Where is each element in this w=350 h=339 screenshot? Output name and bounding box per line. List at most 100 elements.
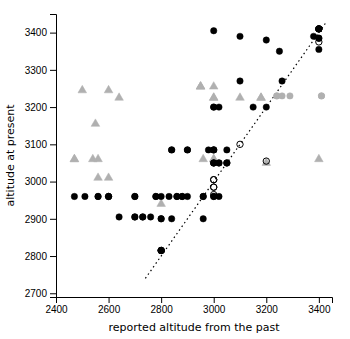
tick-label: 3000 bbox=[203, 304, 226, 315]
chart: 2400260028003000320034002700280029003000… bbox=[0, 0, 350, 339]
point bbox=[316, 35, 322, 41]
point bbox=[263, 104, 269, 110]
point bbox=[132, 214, 138, 220]
series bbox=[70, 82, 323, 207]
tick: 3000 bbox=[203, 297, 226, 315]
point bbox=[200, 216, 206, 222]
tick: 3200 bbox=[25, 102, 56, 113]
point bbox=[95, 193, 101, 199]
point bbox=[158, 216, 164, 222]
tick: 2900 bbox=[25, 214, 56, 225]
point bbox=[147, 214, 153, 220]
point bbox=[95, 193, 101, 199]
tick-mark bbox=[50, 70, 56, 71]
point bbox=[250, 104, 256, 110]
point bbox=[211, 28, 217, 34]
point bbox=[237, 78, 243, 84]
point bbox=[279, 78, 285, 84]
point bbox=[287, 93, 293, 99]
point bbox=[263, 158, 269, 164]
point bbox=[184, 147, 190, 153]
axis-line bbox=[50, 15, 57, 298]
tick-mark bbox=[50, 219, 56, 220]
point bbox=[91, 119, 100, 126]
point bbox=[70, 154, 79, 161]
point bbox=[276, 48, 282, 54]
x-axis-label: reported altitude from the past bbox=[109, 321, 281, 334]
point bbox=[94, 154, 103, 161]
point bbox=[224, 160, 230, 166]
tick-label: 2800 bbox=[151, 304, 174, 315]
tick-mark bbox=[266, 297, 267, 303]
tick-mark bbox=[214, 297, 215, 303]
point bbox=[105, 193, 111, 199]
point bbox=[132, 214, 138, 220]
point bbox=[316, 26, 322, 32]
tick-mark bbox=[50, 144, 56, 145]
point bbox=[82, 193, 88, 199]
point bbox=[105, 193, 111, 199]
point bbox=[263, 37, 269, 43]
tick-label: 3200 bbox=[25, 102, 48, 113]
point bbox=[236, 93, 245, 100]
point bbox=[315, 154, 324, 161]
point bbox=[224, 147, 230, 153]
y-axis-label: altitude at present bbox=[4, 104, 17, 207]
point bbox=[318, 93, 324, 99]
point bbox=[262, 158, 271, 165]
point bbox=[316, 26, 322, 32]
point bbox=[224, 160, 230, 166]
point bbox=[184, 147, 190, 153]
tick: 3100 bbox=[25, 139, 56, 150]
point bbox=[200, 193, 206, 199]
point bbox=[279, 93, 285, 99]
tick-label: 3300 bbox=[25, 65, 48, 76]
point bbox=[140, 214, 146, 220]
tick-label: 3100 bbox=[25, 139, 48, 150]
point bbox=[71, 193, 77, 199]
tick: 3400 bbox=[25, 27, 56, 38]
point bbox=[116, 214, 122, 220]
tick: 3000 bbox=[25, 176, 56, 187]
point bbox=[104, 85, 113, 92]
point bbox=[316, 26, 322, 32]
point bbox=[199, 154, 208, 161]
point bbox=[157, 199, 166, 206]
tick-mark bbox=[50, 107, 56, 108]
tick-label: 2700 bbox=[25, 288, 48, 299]
point bbox=[140, 214, 146, 220]
tick-label: 2800 bbox=[25, 251, 48, 262]
point bbox=[216, 104, 222, 110]
point bbox=[104, 173, 113, 180]
point bbox=[211, 147, 217, 153]
point bbox=[211, 147, 217, 153]
tick-label: 2900 bbox=[25, 214, 48, 225]
point bbox=[216, 160, 222, 166]
point bbox=[196, 82, 205, 89]
point bbox=[257, 93, 266, 100]
point bbox=[211, 184, 217, 190]
point bbox=[132, 193, 138, 199]
point bbox=[196, 82, 205, 89]
point bbox=[158, 247, 164, 253]
point bbox=[257, 93, 266, 100]
point bbox=[209, 93, 218, 100]
tick: 2600 bbox=[98, 297, 121, 315]
point bbox=[209, 93, 218, 100]
tick-mark bbox=[109, 297, 110, 303]
series bbox=[274, 93, 325, 99]
tick: 2800 bbox=[151, 297, 174, 315]
tick-mark bbox=[50, 256, 56, 257]
tick-label: 3200 bbox=[256, 304, 279, 315]
point bbox=[166, 193, 172, 199]
marks bbox=[70, 21, 327, 278]
point bbox=[237, 33, 243, 39]
axis-line bbox=[57, 298, 333, 304]
point bbox=[132, 193, 138, 199]
point bbox=[211, 147, 217, 153]
point bbox=[94, 173, 103, 180]
point bbox=[211, 184, 217, 190]
series bbox=[158, 26, 322, 254]
point bbox=[168, 216, 174, 222]
point bbox=[168, 147, 174, 153]
